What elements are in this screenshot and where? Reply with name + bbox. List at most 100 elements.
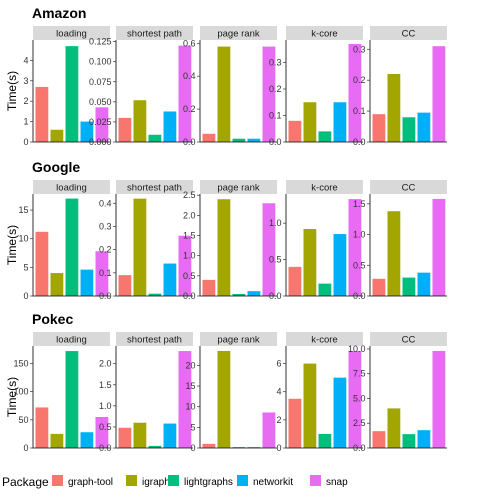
bar-lightgraphs <box>402 434 416 448</box>
bar-graph-tool <box>35 231 49 296</box>
panel-strip <box>33 332 110 346</box>
legend-label: networkit <box>253 477 293 488</box>
bar-graph-tool <box>202 133 216 142</box>
bar-snap <box>432 350 446 448</box>
bar-igraph <box>217 350 231 448</box>
y-tick-label: 0.4 <box>183 71 196 81</box>
panel-title: CC <box>402 335 416 346</box>
legend-swatch <box>237 475 248 486</box>
panel-title: k-core <box>311 335 337 346</box>
y-tick-label: 0.4 <box>99 198 112 208</box>
y-tick-label: 0 <box>190 443 195 453</box>
bar-graph-tool <box>118 117 132 142</box>
bar-igraph <box>133 100 147 142</box>
y-tick-label: 1.5 <box>353 199 366 209</box>
y-tick-label: 0.125 <box>89 37 112 47</box>
bar-lightgraphs <box>148 293 162 296</box>
bar-graph-tool <box>35 407 49 448</box>
y-tick-label: 1 <box>23 117 28 127</box>
bar-lightgraphs <box>402 277 416 296</box>
y-tick-label: 0.0 <box>183 137 196 147</box>
y-tick-label: 0.3 <box>353 44 366 54</box>
y-tick-label: 0.0 <box>353 291 366 301</box>
y-tick-label: 0.1 <box>99 268 112 278</box>
bar-lightgraphs <box>65 46 79 143</box>
y-tick-label: 6 <box>276 359 281 369</box>
bar-snap <box>432 46 446 142</box>
panel-strip <box>33 26 110 40</box>
panel-2: page rank 0.0 0.5 1.0 1.5 2.0 2.5 <box>183 180 277 301</box>
legend-swatch <box>168 475 179 486</box>
bar-igraph <box>50 433 64 448</box>
y-tick-label: 4 <box>23 55 28 65</box>
row-title: Amazon <box>32 5 86 21</box>
bar-igraph <box>303 102 317 142</box>
y-tick-label: 15 <box>18 205 28 215</box>
bar-lightgraphs <box>232 447 246 448</box>
panel-strip <box>116 332 193 346</box>
bar-networkit <box>247 447 261 448</box>
bar-igraph <box>217 46 231 143</box>
panel-strip <box>200 26 277 40</box>
bar-networkit <box>417 430 431 448</box>
y-tick-label: 20 <box>185 360 195 370</box>
y-tick-label: 0.1 <box>269 111 282 121</box>
bar-graph-tool <box>288 398 302 448</box>
panel-title: CC <box>402 183 416 194</box>
bar-graph-tool <box>372 278 386 296</box>
panel-0: loading 0 50 100 150 <box>13 332 110 453</box>
bar-igraph <box>303 228 317 296</box>
panel-title: k-core <box>311 183 337 194</box>
panel-0: loading 0 5 10 15 <box>18 180 110 301</box>
y-tick-label: 0.1 <box>353 106 366 116</box>
bar-networkit <box>163 263 177 296</box>
bar-lightgraphs <box>148 134 162 142</box>
y-tick-label: 0.2 <box>269 84 282 94</box>
y-tick-label: 0.0 <box>99 443 112 453</box>
y-tick-label: 10 <box>185 402 195 412</box>
bar-snap <box>348 43 362 142</box>
y-tick-label: 0.5 <box>183 271 196 281</box>
panel-title: page rank <box>217 29 260 40</box>
y-tick-label: 1.5 <box>183 231 196 241</box>
bar-igraph <box>217 199 231 296</box>
y-tick-label: 0.075 <box>89 77 112 87</box>
y-tick-label: 0.050 <box>89 97 112 107</box>
y-tick-label: 5 <box>190 422 195 432</box>
y-tick-label: 15 <box>185 381 195 391</box>
panel-strip <box>370 180 447 194</box>
y-tick-label: 0.0 <box>269 291 282 301</box>
y-tick-label: 2 <box>276 415 281 425</box>
y-tick-label: 2.5 <box>183 190 196 200</box>
y-tick-label: 0.5 <box>99 422 112 432</box>
bar-graph-tool <box>202 279 216 296</box>
bar-snap <box>95 417 109 448</box>
y-tick-label: 0.3 <box>99 221 112 231</box>
bar-snap <box>95 107 109 142</box>
bar-lightgraphs <box>232 293 246 296</box>
bar-networkit <box>80 432 94 448</box>
y-tick-label: 0.2 <box>99 245 112 255</box>
y-tick-label: 0.025 <box>89 117 112 127</box>
y-tick-label: 10.0 <box>348 344 366 354</box>
panel-strip <box>33 180 110 194</box>
legend: Package graph-tool igraph lightgraphs networ… <box>2 475 348 489</box>
panel-strip <box>200 332 277 346</box>
bar-networkit <box>163 423 177 448</box>
row-title: Google <box>32 159 80 175</box>
bar-igraph <box>133 422 147 448</box>
panel-title: shortest path <box>127 335 182 346</box>
bar-lightgraphs <box>318 131 332 142</box>
y-tick-label: 5.0 <box>353 393 366 403</box>
panel-strip <box>116 26 193 40</box>
panel-title: k-core <box>311 29 337 40</box>
panel-title: page rank <box>217 183 260 194</box>
legend-swatch <box>310 475 321 486</box>
bar-igraph <box>50 129 64 142</box>
bar-graph-tool <box>202 443 216 448</box>
panel-0: loading 0 1 2 3 4 <box>23 26 110 147</box>
panel-title: CC <box>402 29 416 40</box>
panel-strip <box>200 180 277 194</box>
